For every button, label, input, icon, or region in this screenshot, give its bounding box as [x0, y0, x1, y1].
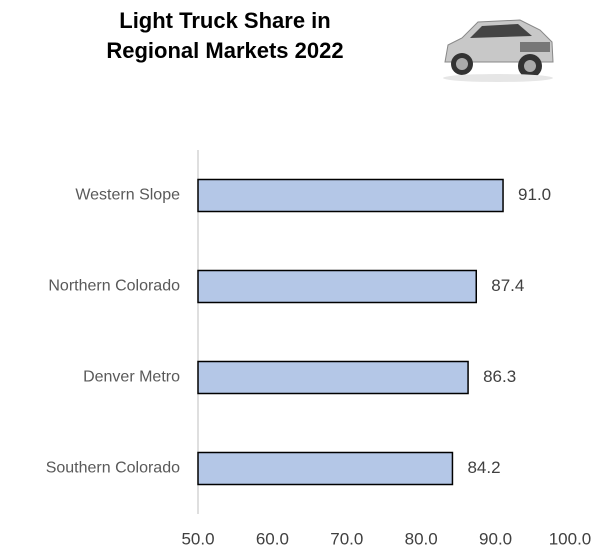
y-tick-label: Western Slope [75, 187, 180, 204]
value-label: 91.0 [518, 185, 551, 204]
x-tick-label: 90.0 [479, 529, 512, 548]
x-tick-label: 70.0 [330, 529, 363, 548]
car-icon [443, 19, 554, 82]
value-label: 86.3 [483, 367, 516, 386]
y-tick-label: Southern Colorado [46, 460, 180, 477]
bar [197, 269, 478, 304]
y-tick-label: Northern Colorado [48, 278, 180, 295]
bar [197, 178, 504, 213]
y-tick-label: Denver Metro [83, 369, 180, 386]
chart-title: Light Truck Share in Regional Markets 20… [106, 8, 344, 63]
x-tick-label: 60.0 [256, 529, 289, 548]
x-tick-label: 100.0 [549, 529, 592, 548]
x-tick-label: 50.0 [181, 529, 214, 548]
bar [197, 360, 469, 395]
value-label: 87.4 [491, 276, 524, 295]
value-label: 84.2 [467, 458, 500, 477]
bar [197, 451, 454, 486]
x-tick-label: 80.0 [405, 529, 438, 548]
